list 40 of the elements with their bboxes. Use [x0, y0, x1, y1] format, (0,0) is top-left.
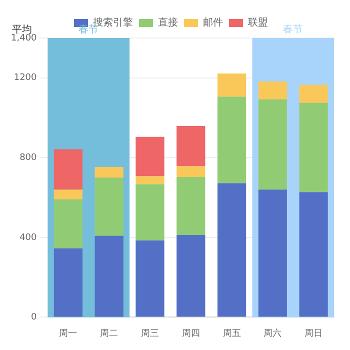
y-tick-label: 1200 — [14, 73, 38, 84]
bar — [217, 96, 246, 184]
bar — [217, 183, 246, 317]
bar — [54, 190, 83, 200]
x-tick-label: 周二 — [100, 328, 118, 339]
bar — [176, 126, 206, 166]
bar — [299, 102, 328, 192]
bar — [136, 176, 164, 184]
bar — [176, 235, 206, 317]
x-tick-label: 周日 — [304, 328, 323, 339]
x-tick-label: 周三 — [140, 328, 159, 339]
bar — [136, 136, 164, 176]
bar — [176, 166, 206, 177]
bar — [54, 248, 83, 317]
bar — [94, 167, 124, 178]
bar — [299, 84, 328, 103]
bar — [299, 192, 328, 317]
bar — [136, 184, 164, 240]
legend-label: 联盟 — [248, 16, 268, 29]
bar — [94, 236, 124, 317]
y-tick-label: 0 — [31, 312, 38, 323]
bar — [54, 149, 83, 190]
x-tick-label: 周一 — [59, 328, 78, 339]
bar — [258, 190, 287, 317]
band-label: 春节 — [283, 24, 304, 36]
legend-label: 直接 — [158, 16, 178, 29]
bar — [94, 178, 124, 236]
x-tick-label: 周六 — [264, 328, 282, 339]
y-tick-label: 800 — [20, 153, 38, 163]
bar — [176, 177, 206, 236]
bar — [258, 99, 287, 190]
bar — [54, 199, 83, 248]
x-tick-label: 周四 — [182, 328, 200, 339]
bar — [217, 74, 246, 97]
x-tick-label: 周五 — [222, 328, 241, 339]
legend-label: 邮件 — [203, 16, 223, 29]
bar — [136, 240, 164, 317]
bar — [258, 81, 287, 100]
y-tick-label: 400 — [20, 232, 38, 243]
y-tick-label: 1,400 — [11, 33, 38, 44]
